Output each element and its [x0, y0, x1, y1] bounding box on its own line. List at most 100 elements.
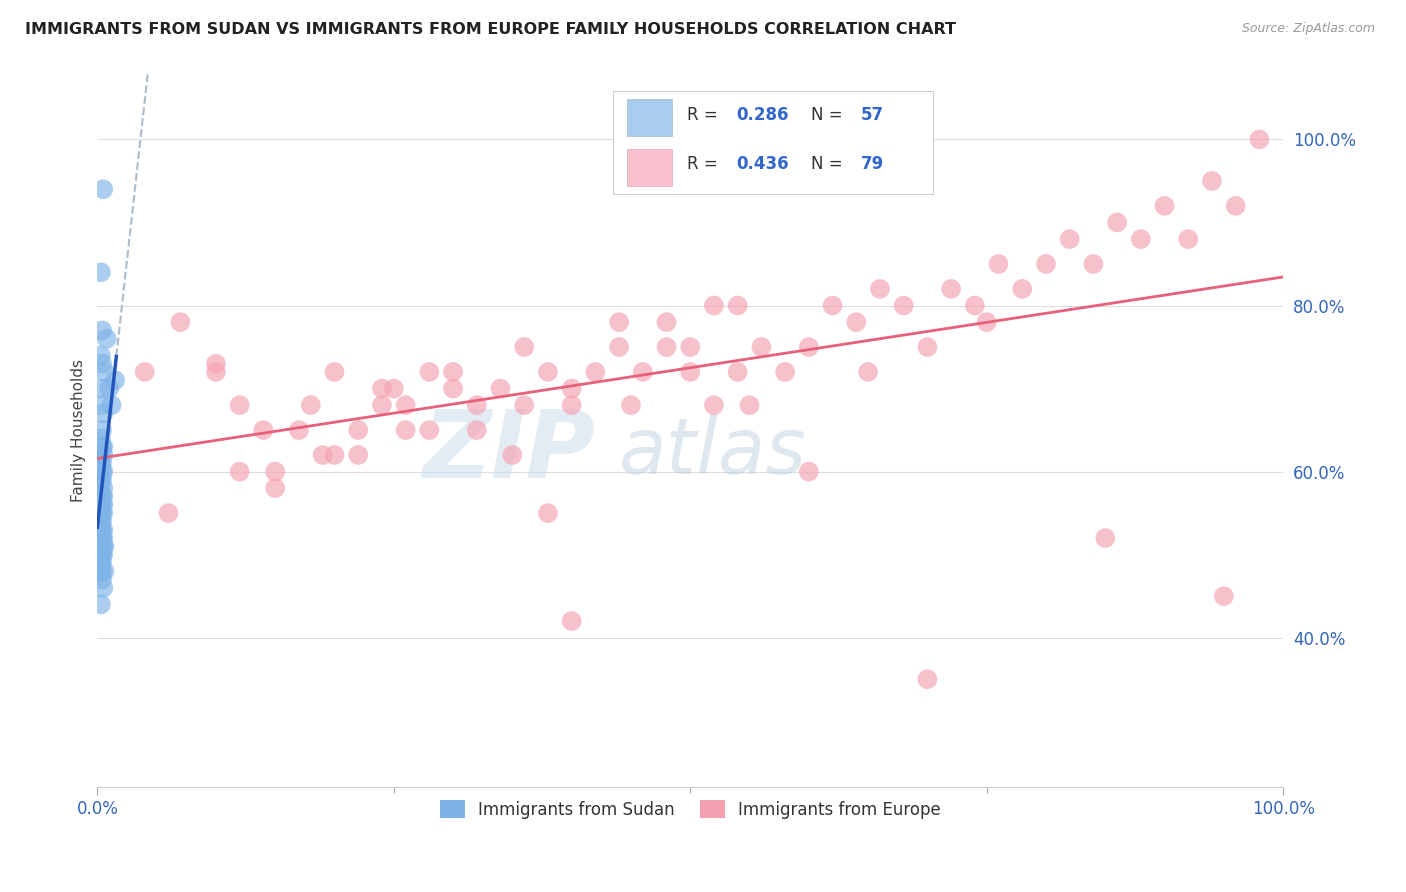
Point [607, 340, 630, 354]
Point [100, 398, 122, 412]
Point [104, 373, 127, 387]
Point [869, 282, 891, 296]
Point [976, 315, 998, 329]
Point [382, 382, 405, 396]
Point [91, 440, 114, 454]
Point [96, 332, 118, 346]
Point [91, 481, 114, 495]
Point [93, 564, 115, 578]
Point [93, 539, 115, 553]
Point [917, 672, 939, 686]
Point [1129, 232, 1152, 246]
Point [465, 398, 488, 412]
Point [228, 465, 250, 479]
Text: N =: N = [811, 155, 848, 173]
FancyBboxPatch shape [627, 99, 672, 136]
Point [90, 398, 112, 412]
Point [90, 498, 112, 512]
Point [93, 365, 115, 379]
Point [1094, 531, 1116, 545]
Point [91, 182, 114, 196]
Point [323, 365, 346, 379]
Point [91, 573, 114, 587]
Legend: Immigrants from Sudan, Immigrants from Europe: Immigrants from Sudan, Immigrants from E… [433, 794, 948, 825]
Point [91, 490, 114, 504]
Point [561, 382, 583, 396]
Text: 0.286: 0.286 [737, 106, 789, 124]
Point [91, 548, 114, 562]
FancyBboxPatch shape [627, 149, 672, 186]
Point [1059, 232, 1081, 246]
Point [501, 448, 523, 462]
Point [91, 473, 114, 487]
Point [311, 448, 333, 462]
Point [939, 282, 962, 296]
Point [561, 398, 583, 412]
Text: N =: N = [811, 106, 848, 124]
Point [561, 614, 583, 628]
Point [228, 398, 250, 412]
Point [1177, 232, 1199, 246]
Point [917, 340, 939, 354]
Point [893, 298, 915, 312]
FancyBboxPatch shape [613, 91, 934, 194]
Point [1035, 257, 1057, 271]
Point [845, 315, 868, 329]
Text: R =: R = [686, 106, 723, 124]
Point [395, 423, 418, 437]
Point [418, 365, 440, 379]
Point [727, 298, 749, 312]
Text: atlas: atlas [619, 414, 807, 490]
Point [537, 365, 560, 379]
Point [252, 423, 274, 437]
Point [513, 340, 536, 354]
Point [1212, 589, 1234, 603]
Point [371, 398, 394, 412]
Point [91, 531, 114, 545]
Point [751, 340, 773, 354]
Point [264, 481, 287, 495]
Point [91, 490, 114, 504]
Text: ZIP: ZIP [422, 406, 595, 498]
Point [963, 298, 986, 312]
Point [655, 315, 678, 329]
Point [773, 365, 796, 379]
Point [157, 506, 180, 520]
Point [90, 431, 112, 445]
Point [91, 498, 114, 512]
Point [347, 423, 370, 437]
Point [90, 481, 112, 495]
Point [91, 465, 114, 479]
Point [98, 382, 121, 396]
Point [655, 340, 678, 354]
Point [91, 382, 114, 396]
Point [90, 456, 112, 470]
Point [90, 515, 112, 529]
Point [91, 506, 114, 520]
Point [465, 423, 488, 437]
Point [418, 423, 440, 437]
Point [1225, 199, 1247, 213]
Point [441, 365, 464, 379]
Point [1107, 215, 1129, 229]
Point [299, 398, 322, 412]
Point [1249, 132, 1271, 146]
Point [797, 465, 820, 479]
Point [679, 365, 702, 379]
Text: 0.436: 0.436 [737, 155, 789, 173]
Point [90, 265, 112, 279]
Text: Source: ZipAtlas.com: Source: ZipAtlas.com [1241, 22, 1375, 36]
Point [90, 539, 112, 553]
Point [205, 365, 228, 379]
Point [1201, 174, 1223, 188]
Point [583, 365, 606, 379]
Point [91, 564, 114, 578]
Point [537, 506, 560, 520]
Point [1083, 257, 1105, 271]
Point [489, 382, 512, 396]
Point [264, 465, 287, 479]
Point [90, 564, 112, 578]
Point [797, 340, 820, 354]
Point [91, 456, 114, 470]
Point [727, 365, 749, 379]
